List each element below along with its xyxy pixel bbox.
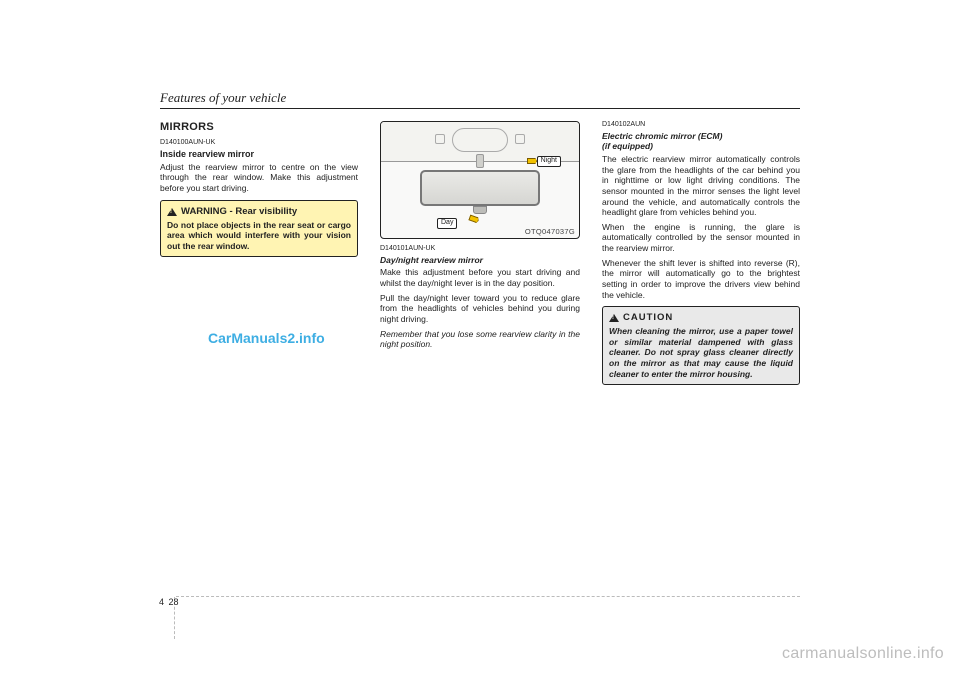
subhead-if-equipped: (if equipped) <box>602 141 800 152</box>
warning-box: WARNING - Rear visibility Do not place o… <box>160 200 358 258</box>
mirror-stalk <box>476 154 484 168</box>
three-column-layout: MIRRORS D140100AUN-UK Inside rearview mi… <box>160 121 800 385</box>
map-light-right <box>515 134 525 144</box>
manual-page: Features of your vehicle MIRRORS D140100… <box>0 0 960 679</box>
warning-title: WARNING - Rear visibility <box>181 206 297 218</box>
paragraph: When the engine is running, the glare is… <box>602 222 800 254</box>
arrow-night-icon <box>527 158 537 164</box>
rearview-mirror <box>420 170 540 206</box>
warning-triangle-icon <box>167 208 177 216</box>
section-number: 4 <box>150 597 164 607</box>
doc-code: D140102AUN <box>602 121 800 130</box>
dome-light <box>452 128 508 152</box>
column-2: Night Day OTQ047037G D140101AUN-UK Day/n… <box>380 121 580 385</box>
caution-triangle-icon <box>609 314 619 322</box>
mirror-illustration: Night Day OTQ047037G <box>380 121 580 239</box>
caution-body: When cleaning the mirror, use a paper to… <box>609 326 793 379</box>
paragraph: Adjust the rearview mirror to centre on … <box>160 162 358 194</box>
column-1: MIRRORS D140100AUN-UK Inside rearview mi… <box>160 121 358 385</box>
running-head: Features of your vehicle <box>160 90 800 109</box>
watermark-footer: carmanualsonline.info <box>782 645 944 663</box>
page-number: 4 28 <box>150 597 185 607</box>
label-night: Night <box>537 156 561 167</box>
section-title: MIRRORS <box>160 121 358 135</box>
paragraph: Make this adjustment before you start dr… <box>380 267 580 288</box>
figure-reference: OTQ047037G <box>525 227 575 236</box>
subhead-inside-mirror: Inside rearview mirror <box>160 149 358 160</box>
doc-code: D140101AUN-UK <box>380 245 580 254</box>
paragraph: Pull the day/night lever toward you to r… <box>380 293 580 325</box>
map-light-left <box>435 134 445 144</box>
label-day: Day <box>437 218 457 229</box>
arrow-day-icon <box>468 214 479 223</box>
caution-title-row: CAUTION <box>609 312 793 324</box>
subhead-day-night: Day/night rearview mirror <box>380 255 580 266</box>
subhead-ecm: Electric chromic mirror (ECM) <box>602 131 800 142</box>
caution-box: CAUTION When cleaning the mirror, use a … <box>602 306 800 385</box>
dotted-rule-horizontal <box>176 596 800 597</box>
column-3: D140102AUN Electric chromic mirror (ECM)… <box>602 121 800 385</box>
warning-title-row: WARNING - Rear visibility <box>167 206 351 218</box>
warning-body: Do not place objects in the rear seat or… <box>167 220 351 252</box>
day-night-lever <box>473 206 487 214</box>
paragraph: The electric rearview mirror automatical… <box>602 154 800 218</box>
doc-code: D140100AUN-UK <box>160 139 358 148</box>
page-number-value: 28 <box>167 597 185 607</box>
paragraph: Whenever the shift lever is shifted into… <box>602 258 800 301</box>
paragraph-italic: Remember that you lose some rearview cla… <box>380 329 580 350</box>
caution-title: CAUTION <box>623 312 673 324</box>
